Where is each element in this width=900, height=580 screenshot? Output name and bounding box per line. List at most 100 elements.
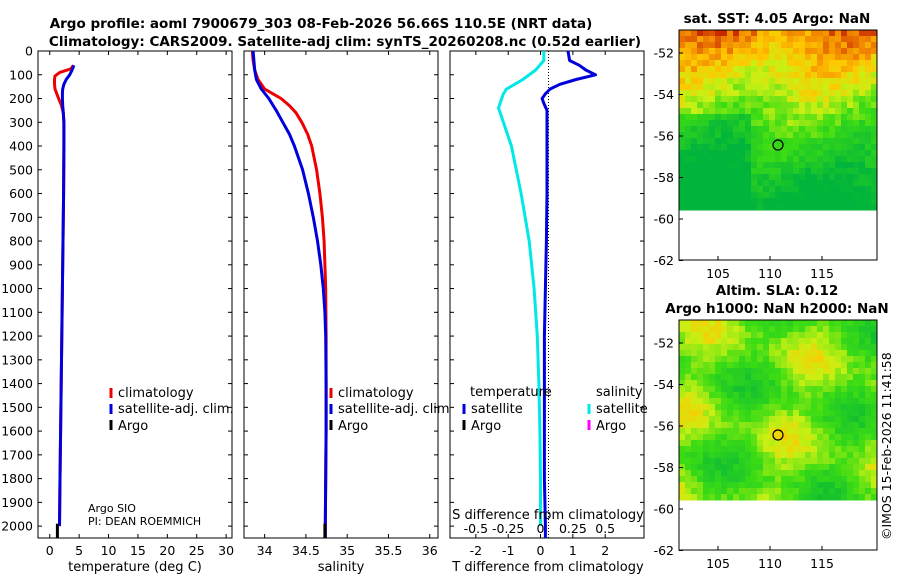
map-cell [697,66,704,73]
map-cell [745,156,752,163]
map-cell [841,96,848,103]
map-cell [871,320,878,327]
map-cell [811,350,818,357]
map-cell [853,114,860,121]
map-cell [715,114,722,121]
map-cell [715,120,722,127]
map-cell [811,150,818,157]
map-cell [703,120,710,127]
map-cell [751,54,758,61]
map-cell [709,356,716,363]
map-cell [865,452,872,459]
map-y-tick-label: -58 [654,460,674,475]
map-cell [751,320,758,327]
map-cell [799,470,806,477]
map-cell [721,180,728,187]
map-cell [853,458,860,465]
map-cell [733,476,740,483]
map-cell [721,198,728,205]
map-cell [859,84,866,91]
map-cell [715,422,722,429]
map-x-tick-label: 110 [758,266,782,281]
map-cell [835,90,842,97]
map-cell [775,410,782,417]
map-cell [697,162,704,169]
map-cell [841,66,848,73]
map-cell [865,356,872,363]
map-cell [871,470,878,477]
map-cell [799,398,806,405]
map-cell [829,156,836,163]
map-cell [721,392,728,399]
map-cell [769,114,776,121]
map-cell [751,350,758,357]
map-cell [853,344,860,351]
map-cell [865,78,872,85]
map-cell [823,452,830,459]
map-cell [721,452,728,459]
map-cell [697,356,704,363]
map-cell [847,332,854,339]
map-cell [799,446,806,453]
s-diff-tick-label: 0.25 [559,521,587,536]
map-cell [787,398,794,405]
y-tick-label: 1700 [1,447,33,462]
map-cell [781,144,788,151]
map-cell [757,102,764,109]
map-cell [685,440,692,447]
map-cell [847,156,854,163]
map-cell [793,452,800,459]
map-cell [709,470,716,477]
map-cell [859,204,866,211]
map-cell [847,132,854,139]
map-cell [757,350,764,357]
map-cell [805,380,812,387]
map-cell [679,446,686,453]
map-cell [727,398,734,405]
map-cell [865,434,872,441]
map-cell [781,434,788,441]
map-cell [805,320,812,327]
map-cell [781,320,788,327]
map-cell [727,494,734,501]
map-cell [817,42,824,49]
map-cell [715,198,722,205]
map-cell [841,114,848,121]
map-cell [775,386,782,393]
map-cell [811,362,818,369]
map-cell [829,368,836,375]
map-cell [763,458,770,465]
x-tick-label: 25 [189,543,205,558]
map-cell [685,96,692,103]
map-cell [733,180,740,187]
map-cell [697,36,704,43]
map-cell [817,60,824,67]
map-cell [811,470,818,477]
map-cell [799,494,806,501]
map-cell [703,48,710,55]
map-cell [853,398,860,405]
map-cell [787,42,794,49]
map-cell [835,452,842,459]
map-cell [811,162,818,169]
map-cell [865,42,872,49]
map-cell [841,416,848,423]
map-cell [691,66,698,73]
map-cell [763,144,770,151]
map-cell [805,102,812,109]
map-cell [697,132,704,139]
map-cell [757,392,764,399]
map-cell [739,120,746,127]
map-cell [745,470,752,477]
map-cell [703,150,710,157]
map-cell [679,150,686,157]
map-cell [787,488,794,495]
map-cell [679,120,686,127]
salinity-panel: 34 34.5 35 35.5 36 climatology satellite-adj… [243,50,454,575]
map-cell [841,452,848,459]
map-cell [763,344,770,351]
map-cell [817,120,824,127]
map-cell [799,476,806,483]
map-cell [727,54,734,61]
map-cell [859,126,866,133]
